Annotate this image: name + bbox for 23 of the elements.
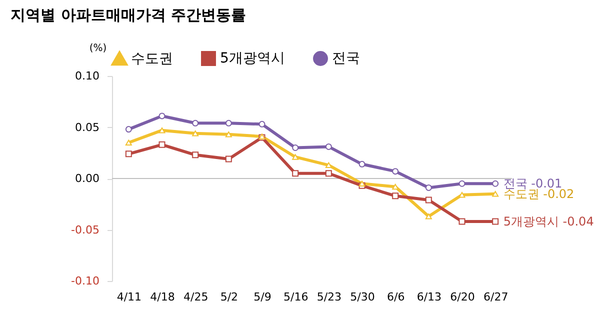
x-tick-label: 6/13 — [416, 290, 442, 304]
legend-label: 5개광역시 — [220, 50, 285, 67]
legend-label: 전국 — [332, 50, 360, 67]
x-tick-label: 5/23 — [316, 290, 342, 304]
legend-label: 수도권 — [131, 50, 173, 67]
chart-title: 지역별 아파트매매가격 주간변동률 — [10, 6, 246, 24]
x-tick-label: 4/25 — [183, 290, 208, 304]
annotation: 5개광역시 -0.04 — [503, 214, 594, 229]
y-axis-title: (%) — [89, 43, 107, 54]
y-tick-label: -0.05 — [71, 223, 100, 236]
x-tick-label: 4/18 — [150, 290, 175, 304]
x-tick-label: 6/6 — [386, 290, 405, 304]
y-tick-label: 0.10 — [75, 70, 100, 82]
x-tick-label: 6/27 — [483, 290, 508, 304]
y-tick-label: -0.10 — [71, 274, 100, 288]
x-tick-label: 5/16 — [283, 290, 308, 304]
x-tick-label: 5/2 — [220, 290, 238, 304]
x-tick-label: 6/20 — [450, 290, 475, 304]
x-tick-label: 4/11 — [116, 290, 142, 304]
y-tick-label: 0.00 — [75, 172, 100, 185]
x-tick-label: 5/9 — [254, 290, 272, 304]
x-tick-label: 5/30 — [350, 290, 375, 304]
y-tick-label: 0.05 — [75, 120, 100, 134]
